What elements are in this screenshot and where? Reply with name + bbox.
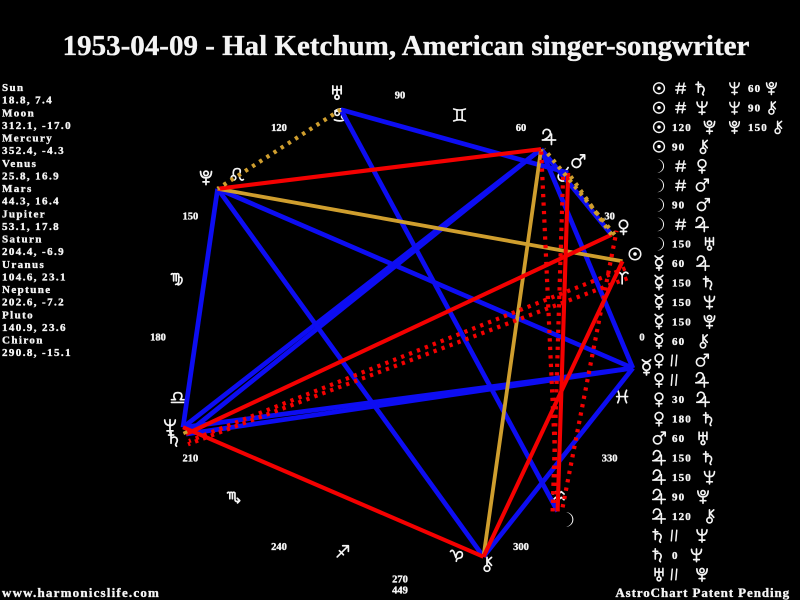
svg-text:Mars: Mars: [2, 183, 33, 195]
svg-text:30: 30: [672, 394, 685, 406]
svg-text:90: 90: [672, 491, 685, 503]
svg-text:60: 60: [748, 83, 761, 95]
svg-text:30: 30: [604, 212, 615, 223]
svg-text:104.6, 23.1: 104.6, 23.1: [2, 271, 67, 283]
svg-text:140.9, 23.6: 140.9, 23.6: [2, 322, 67, 334]
svg-text:44.3, 16.4: 44.3, 16.4: [2, 196, 60, 208]
svg-text:180: 180: [672, 414, 692, 426]
svg-text:150: 150: [672, 316, 692, 328]
svg-text:90: 90: [395, 91, 406, 102]
svg-text:25.8, 16.9: 25.8, 16.9: [2, 170, 60, 182]
svg-text:449: 449: [392, 586, 408, 597]
svg-text:Sun: Sun: [2, 82, 25, 94]
svg-text:330: 330: [602, 454, 618, 465]
svg-text:120: 120: [271, 123, 287, 134]
svg-text:90: 90: [748, 103, 761, 115]
svg-text:180: 180: [150, 333, 166, 344]
svg-text:210: 210: [183, 454, 199, 465]
svg-text:300: 300: [513, 542, 529, 553]
svg-text:90: 90: [672, 141, 685, 153]
svg-text:Chiron: Chiron: [2, 335, 44, 347]
svg-text:204.4, -6.9: 204.4, -6.9: [2, 246, 65, 258]
svg-text:150: 150: [672, 278, 692, 290]
svg-text:Uranus: Uranus: [2, 259, 45, 271]
svg-text:150: 150: [183, 212, 199, 223]
svg-text:150: 150: [672, 297, 692, 309]
svg-text:150: 150: [748, 122, 768, 134]
svg-text:270: 270: [392, 575, 408, 586]
svg-text:240: 240: [271, 542, 287, 553]
svg-text:150: 150: [672, 472, 692, 484]
svg-text:60: 60: [516, 123, 527, 134]
svg-text:Neptune: Neptune: [2, 284, 52, 296]
svg-text:18.8, 7.4: 18.8, 7.4: [2, 95, 53, 107]
svg-text:1953-04-09 - Hal Ketchum, Amer: 1953-04-09 - Hal Ketchum, American singe…: [63, 30, 750, 62]
svg-text:0: 0: [672, 550, 679, 562]
svg-text:Saturn: Saturn: [2, 234, 43, 246]
svg-text:Moon: Moon: [2, 107, 35, 119]
svg-text:202.6, -7.2: 202.6, -7.2: [2, 297, 65, 309]
svg-text:150: 150: [672, 239, 692, 251]
svg-text:53.1, 17.8: 53.1, 17.8: [2, 221, 60, 233]
svg-text:Mercury: Mercury: [2, 133, 53, 145]
svg-text:AstroChart Patent Pending: AstroChart Patent Pending: [615, 585, 790, 600]
svg-text:90: 90: [672, 200, 685, 212]
svg-text:Venus: Venus: [2, 158, 37, 170]
svg-text:150: 150: [672, 453, 692, 465]
svg-text:290.8, -15.1: 290.8, -15.1: [2, 347, 72, 359]
svg-text:60: 60: [672, 336, 685, 348]
svg-text:Jupiter: Jupiter: [2, 208, 46, 220]
svg-text:352.4, -4.3: 352.4, -4.3: [2, 145, 65, 157]
svg-text:Pluto: Pluto: [2, 309, 34, 321]
svg-text:0: 0: [639, 333, 644, 344]
svg-text:60: 60: [672, 258, 685, 270]
svg-text:www.harmonicslife.com: www.harmonicslife.com: [2, 585, 160, 600]
svg-text:120: 120: [672, 122, 692, 134]
svg-text:120: 120: [672, 511, 692, 523]
svg-text:312.1, -17.0: 312.1, -17.0: [2, 120, 72, 132]
svg-text:60: 60: [672, 433, 685, 445]
